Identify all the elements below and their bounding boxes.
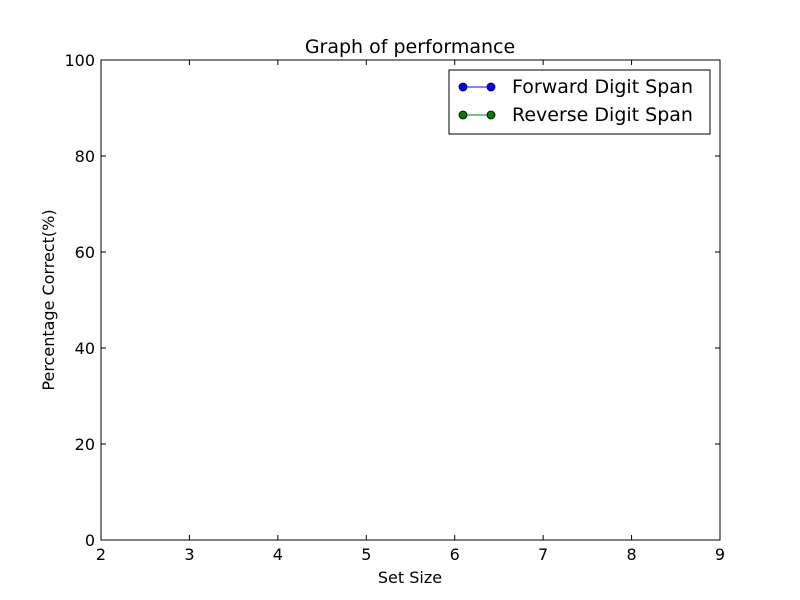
x-tick-label: 3	[184, 545, 194, 564]
y-tick-label: 60	[75, 243, 95, 262]
y-axis-label: Percentage Correct(%)	[39, 209, 58, 390]
chart-title: Graph of performance	[305, 36, 515, 58]
x-tick-label: 2	[96, 545, 106, 564]
x-tick-label: 7	[538, 545, 548, 564]
x-tick-label: 6	[450, 545, 460, 564]
x-tick-label: 4	[273, 545, 283, 564]
plot-frame	[100, 59, 721, 541]
legend-item-reverse: Reverse Digit Span	[458, 104, 693, 126]
y-tick-label: 100	[64, 51, 95, 70]
y-tick-label: 0	[85, 531, 95, 550]
legend-marker-forward	[486, 82, 496, 92]
legend-frame	[448, 69, 711, 135]
x-tick-label: 5	[361, 545, 371, 564]
legend-label-reverse: Reverse Digit Span	[512, 104, 693, 126]
y-tick-label: 40	[75, 339, 95, 358]
x-axis: 2 3 4 5 6 7 8 9	[96, 60, 725, 564]
legend-marker-forward	[458, 82, 468, 92]
x-axis-label: Set Size	[378, 568, 442, 587]
x-tick-label: 8	[626, 545, 636, 564]
legend-marker-reverse	[458, 110, 468, 120]
y-tick-label: 20	[75, 435, 95, 454]
y-tick-label: 80	[75, 147, 95, 166]
legend-marker-reverse	[486, 110, 496, 120]
legend-item-forward: Forward Digit Span	[458, 76, 693, 98]
x-tick-label: 9	[715, 545, 725, 564]
plot-area	[100, 59, 721, 541]
legend-label-forward: Forward Digit Span	[512, 76, 693, 98]
y-axis: 0 20 40 60 80 100	[64, 51, 720, 550]
legend: Forward Digit Span Reverse Digit Span	[448, 69, 711, 135]
